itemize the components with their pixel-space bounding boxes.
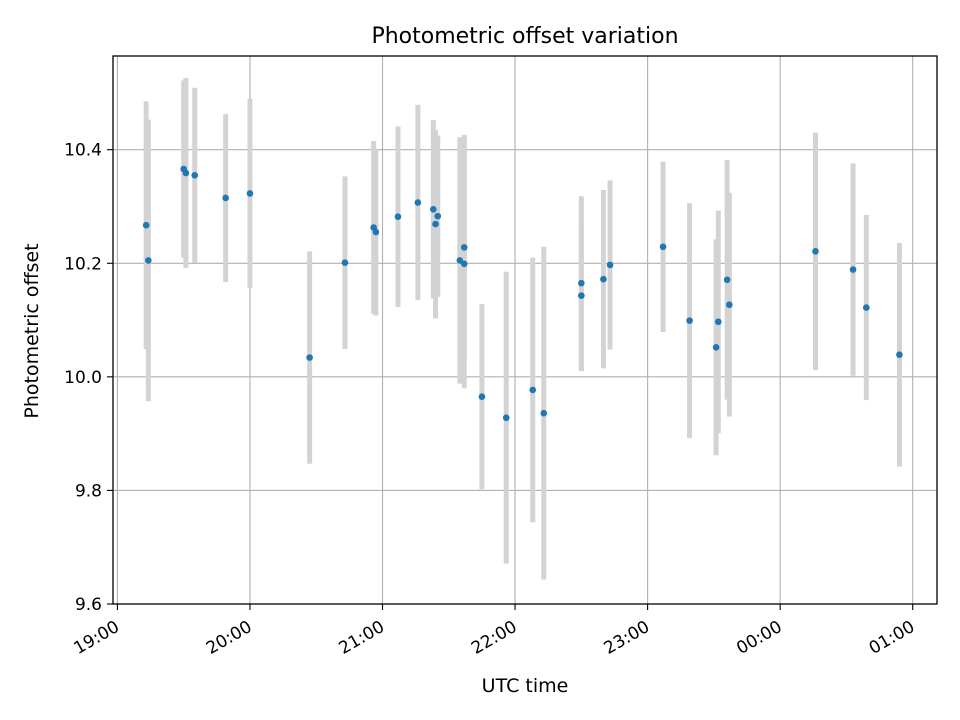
- data-point: [460, 260, 468, 268]
- y-axis-label: Photometric offset: [21, 243, 43, 418]
- data-point: [191, 171, 199, 179]
- data-point: [606, 261, 614, 269]
- data-point: [726, 301, 733, 309]
- data-point: [812, 248, 819, 255]
- data-point: [714, 318, 722, 326]
- plot-area-frame: [112, 55, 938, 605]
- data-point: [600, 275, 607, 283]
- data-point: [540, 409, 548, 417]
- data-point: [502, 414, 510, 422]
- data-point: [578, 279, 585, 287]
- data-point: [414, 199, 422, 206]
- chart-title: Photometric offset variation: [371, 24, 678, 49]
- data-point: [863, 304, 870, 311]
- data-point: [434, 212, 442, 220]
- data-point: [578, 292, 585, 299]
- data-points: [142, 165, 903, 422]
- data-point: [849, 266, 857, 273]
- data-point: [222, 194, 229, 202]
- y-tick-label: 9.8: [75, 481, 102, 501]
- data-point: [145, 257, 152, 264]
- data-point: [341, 259, 349, 267]
- data-point: [142, 221, 150, 229]
- data-point: [712, 344, 720, 351]
- data-point: [478, 393, 486, 401]
- data-point: [686, 317, 693, 324]
- data-point: [372, 228, 380, 236]
- data-point: [896, 351, 903, 359]
- y-tick-label: 9.6: [75, 595, 102, 615]
- data-point: [394, 213, 402, 221]
- data-point: [246, 190, 254, 197]
- data-point: [460, 244, 468, 251]
- y-tick-label: 10.2: [64, 254, 102, 274]
- y-tick-label: 10.4: [64, 141, 102, 161]
- data-point: [182, 169, 190, 177]
- data-point: [430, 206, 437, 213]
- x-axis-label: UTC time: [482, 675, 569, 697]
- data-point: [432, 220, 439, 228]
- data-point: [529, 386, 537, 394]
- y-tick-label: 10.0: [64, 368, 102, 388]
- data-point: [659, 243, 667, 251]
- data-point: [306, 354, 313, 361]
- data-point: [723, 276, 731, 284]
